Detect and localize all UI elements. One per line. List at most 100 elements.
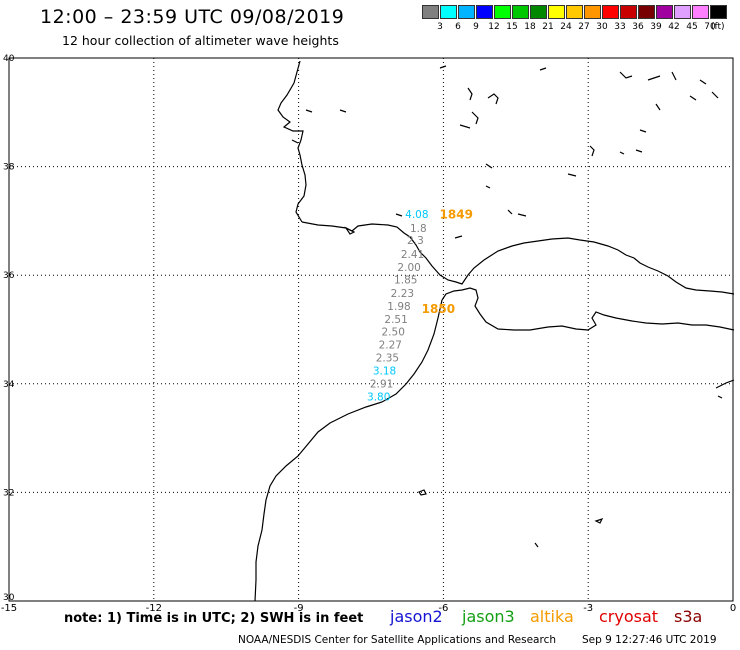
coastline xyxy=(254,60,735,602)
coastline-feature xyxy=(291,139,299,144)
coastline-north-africa xyxy=(441,287,735,331)
wave-height-value: 3.18 xyxy=(373,366,396,378)
inland-feature xyxy=(485,185,491,189)
lon-label: -15 xyxy=(1,603,17,614)
scale-unit: (ft) xyxy=(711,22,725,32)
lon-label: -3 xyxy=(583,603,593,614)
coastline-feature xyxy=(717,395,723,399)
map-subtitle: 12 hour collection of altimeter wave hei… xyxy=(62,33,339,48)
scale-label: 33 xyxy=(614,22,626,32)
inland-feature xyxy=(711,91,719,99)
pass-label: 1850 xyxy=(422,302,455,316)
wave-height-value: 1.8 xyxy=(410,223,427,235)
wave-height-observations: 4.08 1.82.3 2.412.001.85 2.231.982.512.50 2.… xyxy=(367,209,429,403)
inland-feature xyxy=(671,71,677,81)
legend-jason2: jason2 xyxy=(390,607,443,626)
graticule xyxy=(9,58,733,601)
coastline-feature xyxy=(594,517,604,524)
scale-swatch xyxy=(476,5,493,19)
scale-swatch xyxy=(494,5,511,19)
inland-feature xyxy=(487,93,499,105)
scale-label: 21 xyxy=(542,22,554,32)
scale-swatch xyxy=(638,5,655,19)
coastline-portugal xyxy=(277,60,307,223)
inland-feature xyxy=(689,95,697,101)
lon-label: -12 xyxy=(146,603,162,614)
inland-feature xyxy=(339,109,347,113)
scale-label: 9 xyxy=(473,22,479,32)
scale-swatch xyxy=(530,5,547,19)
inland-feature xyxy=(589,145,595,157)
inland-feature xyxy=(517,213,527,217)
inland-feature xyxy=(459,124,471,129)
scale-swatch xyxy=(458,5,475,19)
coastline-morocco-atlantic xyxy=(254,299,443,602)
scale-swatch xyxy=(440,5,457,19)
scale-swatch xyxy=(620,5,637,19)
scale-label: 12 xyxy=(488,22,500,32)
inland-feature xyxy=(619,151,625,155)
inland-feature xyxy=(471,111,479,125)
coastline-gulf-of-cadiz xyxy=(301,221,735,295)
wave-height-value: 2.3 xyxy=(407,235,424,247)
scale-label: 70 xyxy=(704,22,716,32)
inland-feature xyxy=(454,235,463,239)
wave-height-value: 2.00 xyxy=(397,262,420,274)
scale-swatch xyxy=(710,5,727,19)
scale-label: 6 xyxy=(455,22,461,32)
scale-swatch xyxy=(692,5,709,19)
pass-labels: 1849 1850 xyxy=(422,208,473,316)
coastline-feature xyxy=(715,379,735,389)
wave-height-value: 2.51 xyxy=(384,314,407,326)
wave-height-value: 2.41 xyxy=(401,249,424,261)
scale-label: 30 xyxy=(596,22,608,32)
wave-height-value: 3.80 xyxy=(367,392,390,404)
map-title: 12:00 – 23:59 UTC 09/08/2019 xyxy=(40,6,345,28)
scale-label: 45 xyxy=(686,22,698,32)
inland-feature xyxy=(467,87,473,101)
wave-height-value: 1.98 xyxy=(387,301,410,313)
lat-label: 36 xyxy=(3,271,15,281)
wave-height-value: 2.27 xyxy=(379,340,402,352)
timestamp: Sep 9 12:27:46 UTC 2019 xyxy=(582,634,717,646)
coastline-feature xyxy=(534,542,539,548)
inland-feature xyxy=(619,71,633,79)
wave-height-value: 1.85 xyxy=(394,274,417,286)
lat-label: 32 xyxy=(3,488,14,498)
credit-text: NOAA/NESDIS Center for Satellite Applica… xyxy=(238,634,556,646)
scale-swatch xyxy=(548,5,565,19)
scale-swatch xyxy=(674,5,691,19)
inland-feature xyxy=(647,75,661,81)
legend-altika: altika xyxy=(530,607,574,626)
scale-swatch xyxy=(584,5,601,19)
wave-height-value: 2.35 xyxy=(376,353,399,365)
scale-label: 39 xyxy=(650,22,662,32)
scale-label: 27 xyxy=(578,22,590,32)
scale-swatch xyxy=(602,5,619,19)
inland-feature xyxy=(567,173,577,177)
inland-feature xyxy=(344,226,356,235)
lat-label: 40 xyxy=(3,54,15,64)
inland-feature xyxy=(655,103,661,111)
scale-swatch xyxy=(422,5,439,19)
lat-label: 34 xyxy=(3,380,15,390)
scale-label: 36 xyxy=(632,22,644,32)
inland-feature xyxy=(639,129,647,133)
note-text: note: 1) Time is in UTC; 2) SWH is in fe… xyxy=(64,611,364,626)
scale-label: 15 xyxy=(506,22,518,32)
wave-height-value: 2.23 xyxy=(391,288,414,300)
coastline-feature xyxy=(418,489,427,496)
scale-swatch xyxy=(512,5,529,19)
scale-label: 18 xyxy=(524,22,536,32)
scale-swatch xyxy=(566,5,583,19)
lon-label: -9 xyxy=(294,603,304,614)
wave-height-value: 2.91 xyxy=(370,379,393,391)
inland-feature xyxy=(395,213,403,217)
scale-label: 42 xyxy=(668,22,680,32)
map-frame xyxy=(8,57,734,602)
lat-label: 30 xyxy=(3,593,15,603)
wave-height-value: 4.08 xyxy=(405,209,428,221)
inland-feature xyxy=(539,67,547,71)
legend-s3a: s3a xyxy=(674,607,703,626)
